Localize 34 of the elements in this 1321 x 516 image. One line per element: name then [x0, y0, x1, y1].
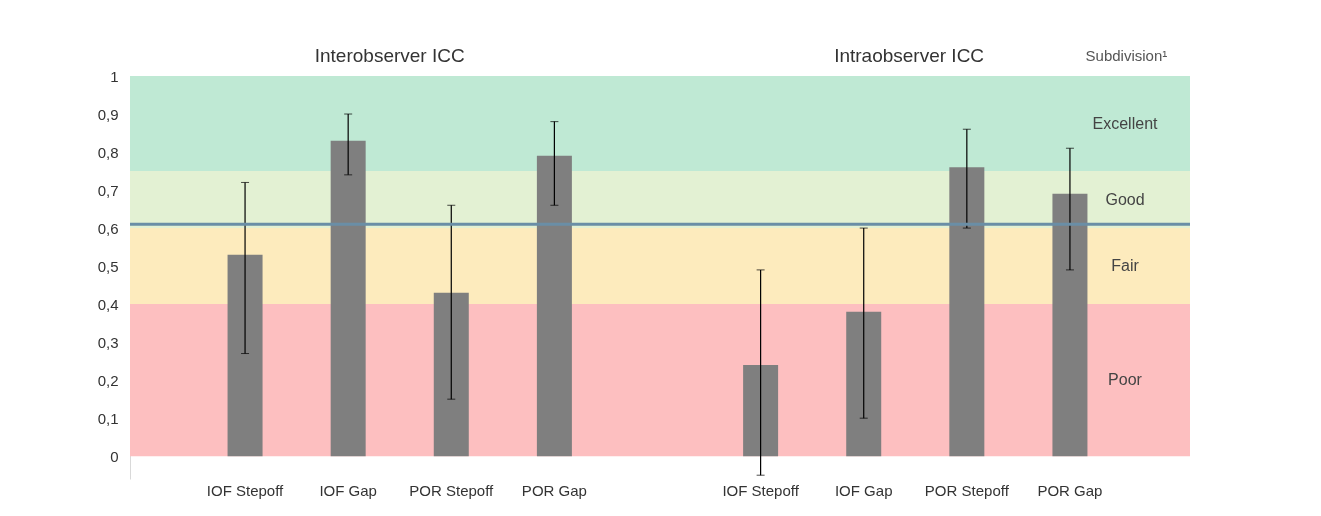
x-tick-label: POR Stepoff [409, 481, 495, 499]
y-tick-label: 1 [110, 67, 119, 85]
y-tick-label: 0 [110, 447, 119, 465]
y-tick-label: 0,4 [97, 295, 119, 313]
y-tick-label: 0,8 [97, 143, 119, 161]
x-tick-label: IOF Gap [834, 481, 893, 499]
y-tick-label: 0,3 [97, 333, 119, 351]
band-label: Poor [1108, 371, 1143, 389]
x-tick-label: POR Gap [1037, 481, 1103, 499]
x-tick-label: IOF Stepoff [206, 481, 285, 499]
bar [846, 311, 882, 457]
y-tick-label: 0,7 [97, 181, 119, 199]
y-tick-label: 0,9 [97, 105, 119, 123]
bar [1052, 193, 1088, 457]
bar [227, 254, 263, 457]
x-tick-label: POR Gap [521, 481, 587, 499]
x-tick-label: IOF Stepoff [722, 481, 800, 499]
x-tick-label: POR Stepoff [924, 481, 1010, 499]
y-tick-label: 0,1 [97, 409, 119, 427]
text: Intraobserver ICC [834, 45, 985, 66]
y-tick-label: 0,2 [97, 371, 119, 389]
y-tick-label: 0,5 [97, 257, 119, 275]
text: Subdivision¹ [1085, 47, 1168, 64]
text: Interobserver ICC [314, 45, 465, 66]
x-tick-label: IOF Gap [319, 481, 377, 499]
band-label: Excellent [1092, 114, 1159, 132]
bar [433, 292, 469, 457]
y-tick-label: 0,6 [97, 219, 119, 237]
bar [330, 140, 366, 457]
bar [949, 167, 985, 457]
band-label: Good [1105, 190, 1145, 208]
bar [743, 364, 779, 457]
band-label: Fair [1111, 257, 1140, 275]
bar [536, 155, 572, 457]
